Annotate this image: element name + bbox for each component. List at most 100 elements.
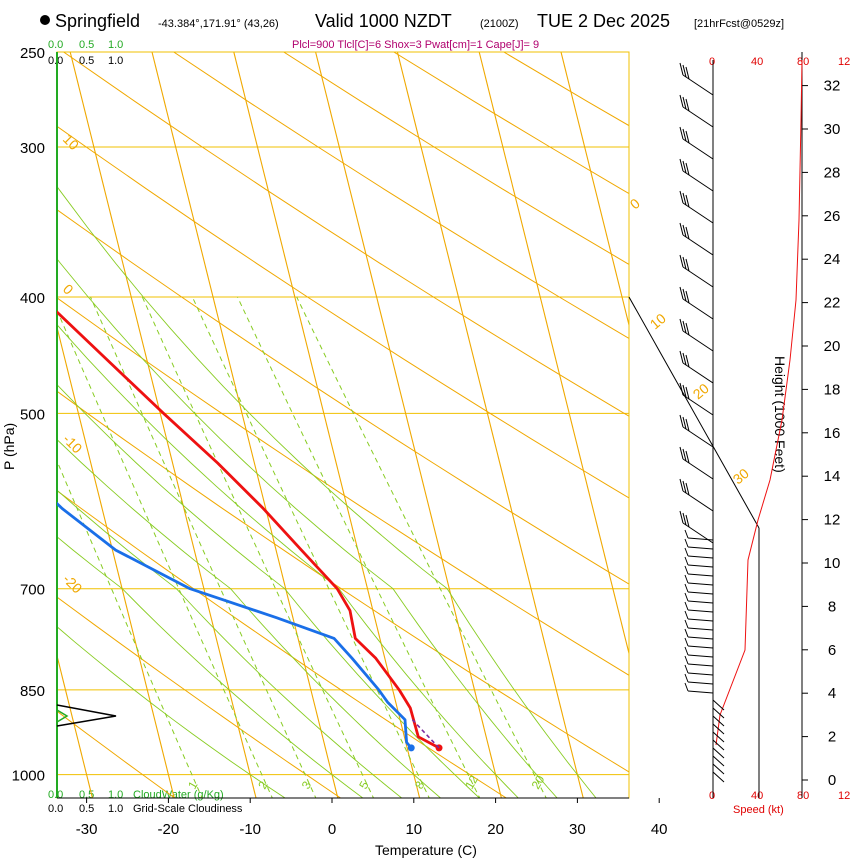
height-tick-label: 24 xyxy=(824,251,841,268)
moist-adiabat-line xyxy=(57,439,442,798)
cloudwater-tick-2: 1.0 xyxy=(108,39,123,51)
height-axis-label: Height (1000 Feet) xyxy=(772,356,788,473)
isotherm-line xyxy=(57,653,93,798)
height-tick-label: 2 xyxy=(828,729,836,746)
x-tick-label: -10 xyxy=(239,821,261,838)
mixing-ratio-line xyxy=(57,459,203,798)
wind-barb xyxy=(687,600,714,604)
moist-adiabat-line xyxy=(57,384,481,798)
wind-barb xyxy=(682,170,714,192)
wind-barb-flag xyxy=(684,583,689,593)
wind-barb-flag xyxy=(679,158,684,172)
wind-barb xyxy=(687,672,714,676)
speed-tick-top-0: 0 xyxy=(709,56,715,68)
speed-tick-bottom-1: 40 xyxy=(751,790,763,802)
wind-barb-flag xyxy=(682,352,687,366)
wind-barb-flag xyxy=(682,416,687,430)
wind-barb xyxy=(712,755,725,767)
mixing-ratio-line xyxy=(237,296,481,798)
dry-adiabat-line xyxy=(57,297,629,676)
moist-adiabat-line xyxy=(57,536,364,798)
cloudwater-tick-bottom-0: 0.0 xyxy=(48,789,63,801)
height-tick-label: 32 xyxy=(824,78,841,95)
location-coords: -43.384°,171.91° (43,26) xyxy=(158,18,279,30)
wind-barb-flag xyxy=(685,290,690,304)
y-axis-label: P (hPa) xyxy=(1,423,17,470)
dry-adiabat-line xyxy=(57,125,629,499)
wind-barb-flag xyxy=(679,126,684,140)
wind-barb-flag xyxy=(684,646,689,656)
wind-barb-flag xyxy=(679,62,684,76)
mixing-ratio-line xyxy=(90,296,317,798)
height-tick-label: 10 xyxy=(824,555,841,572)
wind-barb-flag xyxy=(682,64,687,78)
wind-barb xyxy=(682,234,714,256)
forecast-date: TUE 2 Dec 2025 xyxy=(537,11,670,31)
wind-barb-flag xyxy=(685,162,690,176)
wind-barb xyxy=(687,663,714,667)
y-tick-label: 250 xyxy=(20,45,45,62)
dry-adiabat-line xyxy=(63,52,629,417)
wind-barb-flag xyxy=(684,574,689,584)
wind-barb-flag xyxy=(684,529,689,539)
temperature-trace xyxy=(57,310,440,750)
height-tick-label: 26 xyxy=(824,208,841,225)
mixing-ratio-line xyxy=(141,296,375,798)
wind-barb-flag xyxy=(679,286,684,300)
y-tick-label: 700 xyxy=(20,582,45,599)
wind-barb-flag xyxy=(679,94,684,108)
isotherm-label-left: 10 xyxy=(60,131,82,153)
wind-barb-flag xyxy=(685,226,690,240)
x-tick-label: 40 xyxy=(651,821,668,838)
dry-adiabat-line xyxy=(57,490,508,798)
sounding-params: Plcl=900 Tlcl[C]=6 Shox=3 Pwat[cm]=1 Cap… xyxy=(292,39,539,51)
x-tick-label: 20 xyxy=(487,821,504,838)
cloudiness-tick-bottom-1: 0.5 xyxy=(79,803,94,815)
wind-barb-flag xyxy=(685,450,690,464)
moist-adiabat-line xyxy=(57,626,286,798)
wind-barb xyxy=(712,763,725,775)
wind-barb-flag xyxy=(685,482,690,496)
wind-barb xyxy=(687,591,714,595)
cloudwater-tick-bottom-2: 1.0 xyxy=(108,789,123,801)
wind-barb-flag xyxy=(682,96,687,110)
speed-tick-top-1: 40 xyxy=(751,56,763,68)
wind-barb-flag xyxy=(684,565,689,575)
wind-barb-flag xyxy=(685,418,690,432)
moist-adiabat-line xyxy=(57,489,403,798)
wind-barb-flag xyxy=(679,382,684,396)
location-name: Springfield xyxy=(55,11,140,31)
wind-barb-flag xyxy=(682,320,687,334)
wind-barb-flag xyxy=(684,556,689,566)
wind-barb-flag xyxy=(684,637,689,647)
x-tick-label: 10 xyxy=(405,821,422,838)
wind-barb xyxy=(687,537,714,541)
wind-barb-flag xyxy=(682,448,687,462)
height-tick-label: 20 xyxy=(824,338,841,355)
wind-barb xyxy=(682,490,714,512)
isotherm-line xyxy=(315,52,502,798)
wind-barb-flag xyxy=(685,130,690,144)
wind-barb-flag xyxy=(684,601,689,611)
y-tick-label: 1000 xyxy=(12,768,45,785)
wind-barb-flag xyxy=(684,673,689,683)
wind-barb xyxy=(682,362,714,384)
isotherm-label-right: 20 xyxy=(690,380,712,402)
wind-barb-flag xyxy=(682,512,687,526)
mixing-ratio-label: 20 xyxy=(529,773,548,792)
wind-barb-flag xyxy=(684,664,689,674)
wind-barb-flag xyxy=(685,66,690,80)
wind-barb-flag xyxy=(685,322,690,336)
height-tick-label: 16 xyxy=(824,425,841,442)
height-tick-label: 0 xyxy=(828,772,836,789)
speed-axis-label: Speed (kt) xyxy=(733,804,784,816)
isotherm-line xyxy=(57,325,175,798)
wind-barb xyxy=(687,555,714,559)
dewpoint-surface-dot xyxy=(407,744,415,752)
dry-adiabat-line xyxy=(57,710,176,798)
isotherm-label-left: 0 xyxy=(60,281,77,298)
isotherm-line xyxy=(560,52,629,328)
wind-barb xyxy=(712,715,725,727)
speed-tick-top-3: 12 xyxy=(838,56,850,68)
